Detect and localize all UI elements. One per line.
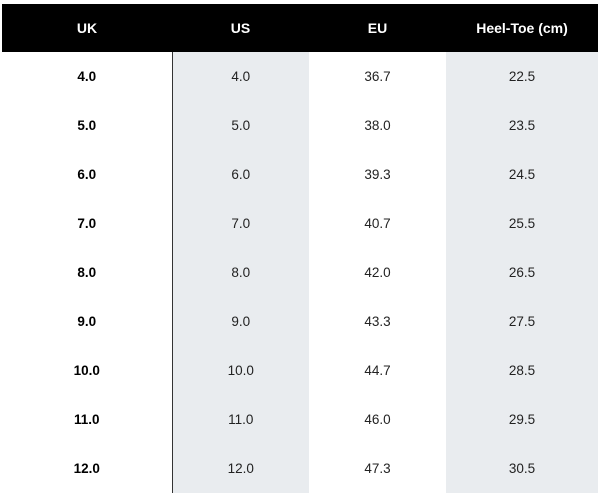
heel-toe-cell: 30.5	[446, 444, 598, 493]
header-eu: EU	[367, 20, 388, 36]
us-size-cell: 9.0	[172, 297, 309, 346]
uk-size-cell: 12.0	[2, 444, 173, 493]
uk-size-cell: 4.0	[2, 52, 173, 101]
header-heel-toe: Heel-Toe (cm)	[476, 20, 568, 36]
eu-size-cell: 46.0	[309, 395, 446, 444]
heel-toe-cell: 28.5	[446, 346, 598, 395]
heel-toe-cell: 23.5	[446, 101, 598, 150]
eu-size-cell: 44.7	[309, 346, 446, 395]
us-size-cell: 7.0	[172, 199, 309, 248]
heel-toe-cell: 26.5	[446, 248, 598, 297]
table-row: 9.0 9.0 43.3 27.5	[2, 297, 598, 346]
table-row: 8.0 8.0 42.0 26.5	[2, 248, 598, 297]
uk-size-cell: 8.0	[2, 248, 173, 297]
table-row: 5.0 5.0 38.0 23.5	[2, 101, 598, 150]
eu-size-cell: 38.0	[309, 101, 446, 150]
heel-toe-cell: 22.5	[446, 52, 598, 101]
table-row: 10.0 10.0 44.7 28.5	[2, 346, 598, 395]
us-size-cell: 11.0	[172, 395, 309, 444]
uk-size-cell: 7.0	[2, 199, 173, 248]
eu-size-cell: 47.3	[309, 444, 446, 493]
heel-toe-cell: 25.5	[446, 199, 598, 248]
eu-size-cell: 43.3	[309, 297, 446, 346]
us-size-cell: 12.0	[172, 444, 309, 493]
us-size-cell: 6.0	[172, 150, 309, 199]
heel-toe-cell: 24.5	[446, 150, 598, 199]
size-conversion-table: UK US EU Heel-Toe (cm) 4.0 4.0 36.7 22.5…	[2, 4, 598, 493]
eu-size-cell: 39.3	[309, 150, 446, 199]
us-size-cell: 10.0	[172, 346, 309, 395]
header-row: UK US EU Heel-Toe (cm)	[2, 4, 598, 52]
uk-size-cell: 9.0	[2, 297, 173, 346]
us-size-cell: 5.0	[172, 101, 309, 150]
us-size-cell: 8.0	[172, 248, 309, 297]
uk-size-cell: 5.0	[2, 101, 173, 150]
table-row: 7.0 7.0 40.7 25.5	[2, 199, 598, 248]
uk-size-cell: 11.0	[2, 395, 173, 444]
eu-size-cell: 40.7	[309, 199, 446, 248]
header-uk: UK	[76, 20, 98, 36]
table-row: 11.0 11.0 46.0 29.5	[2, 395, 598, 444]
heel-toe-cell: 27.5	[446, 297, 598, 346]
table-row: 6.0 6.0 39.3 24.5	[2, 150, 598, 199]
heel-toe-cell: 29.5	[446, 395, 598, 444]
uk-size-cell: 10.0	[2, 346, 173, 395]
us-size-cell: 4.0	[172, 52, 309, 101]
header-us: US	[230, 20, 251, 36]
table-row: 12.0 12.0 47.3 30.5	[2, 444, 598, 493]
eu-size-cell: 36.7	[309, 52, 446, 101]
table-body: 4.0 4.0 36.7 22.5 5.0 5.0 38.0 23.5 6.0 …	[2, 52, 598, 493]
table-header: UK US EU Heel-Toe (cm)	[2, 4, 598, 52]
table-row: 4.0 4.0 36.7 22.5	[2, 52, 598, 101]
eu-size-cell: 42.0	[309, 248, 446, 297]
uk-size-cell: 6.0	[2, 150, 173, 199]
